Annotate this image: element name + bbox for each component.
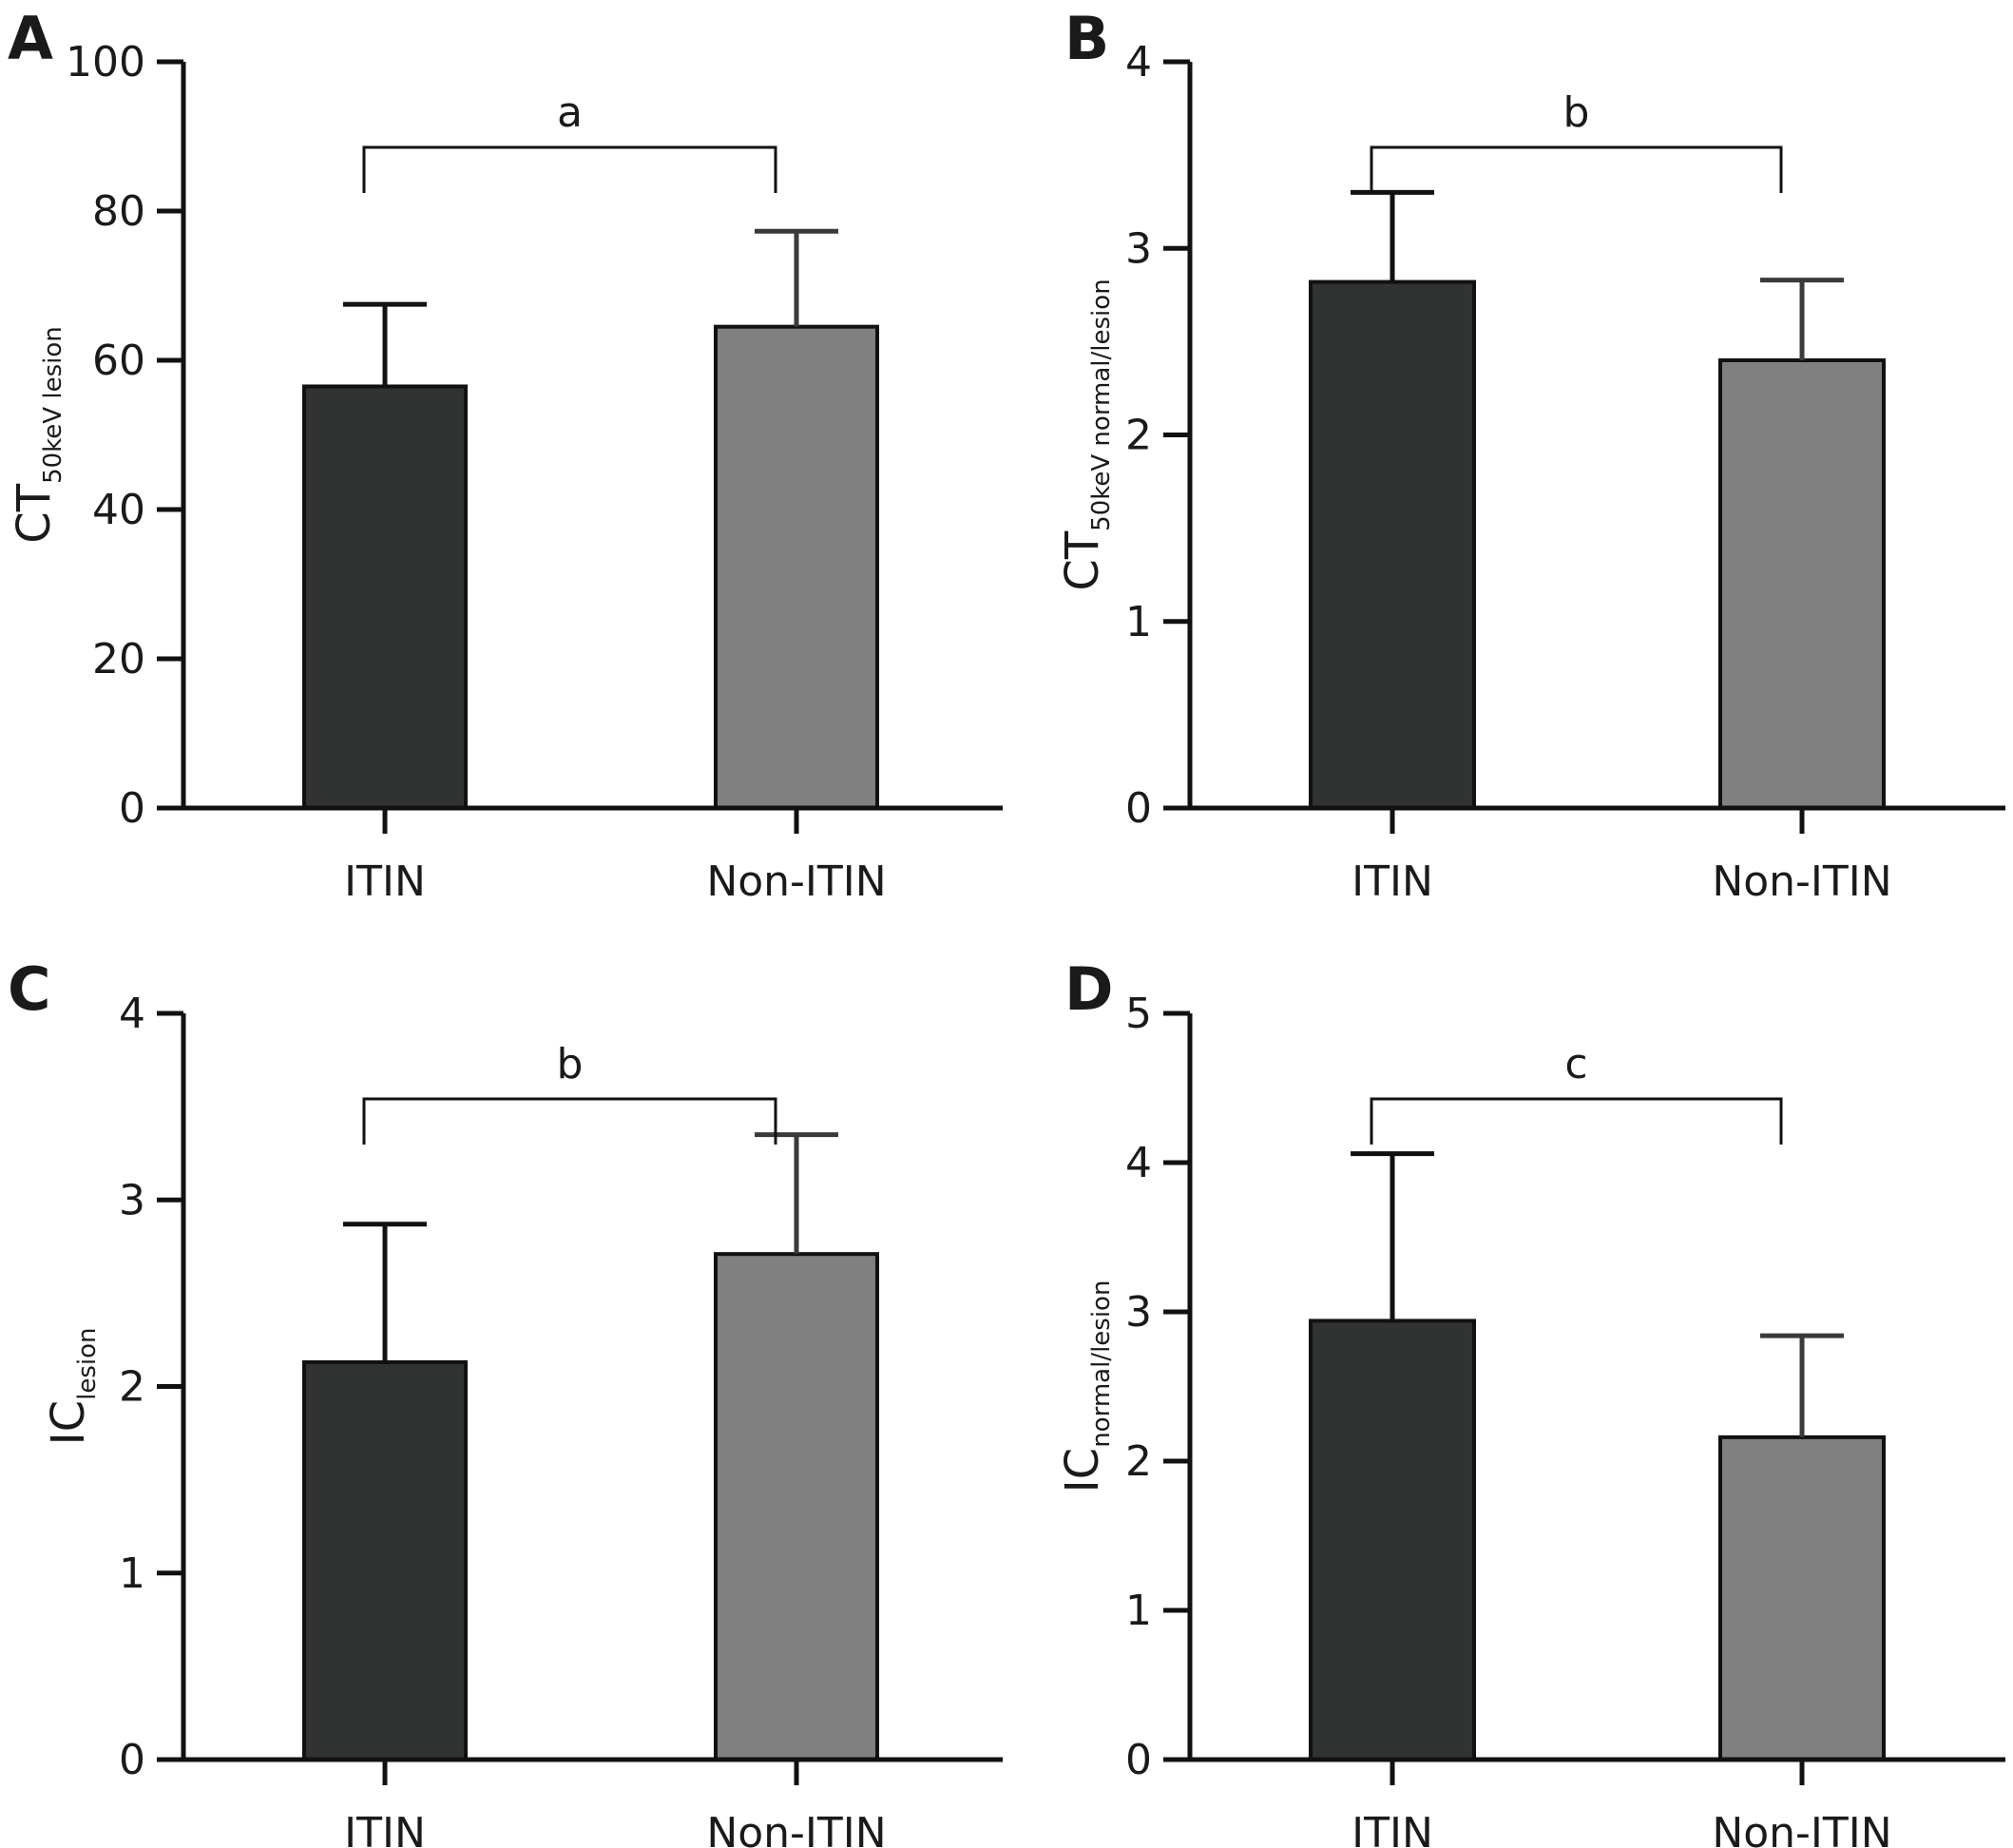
y-axis-label-subscript: normal/lesion xyxy=(1087,1280,1116,1448)
panel-d: D 0 1 2 3 4 5 ITIN Non-ITIN c ICnormal/lesion xyxy=(1056,954,2005,1848)
x-tick-label: Non-ITIN xyxy=(706,1809,886,1848)
y-tick-label: 4 xyxy=(1125,38,1152,87)
y-tick-label: 3 xyxy=(1125,224,1152,273)
y-tick-label: 1 xyxy=(1125,1587,1152,1635)
panel-c: C 0 1 2 3 4 ITIN Non-ITIN b IClesion xyxy=(8,954,1003,1848)
y-tick-label: 3 xyxy=(1125,1288,1152,1337)
y-axis-label-subscript: 50keV normal/lesion xyxy=(1087,279,1116,531)
significance-label: c xyxy=(1564,1040,1587,1088)
panel-letter: B xyxy=(1064,4,1109,73)
panel-letter: C xyxy=(8,954,51,1024)
y-axis-label-main: CT xyxy=(1056,530,1109,591)
panel-letter: A xyxy=(8,4,53,73)
panel-letter: D xyxy=(1064,954,1113,1024)
y-axis-label: CT50keV lesion xyxy=(8,326,67,543)
y-tick-label: 1 xyxy=(1125,598,1152,646)
significance-bracket xyxy=(1370,1097,1783,1145)
y-axis-label-main: IC xyxy=(42,1400,95,1446)
y-tick-label: 60 xyxy=(92,337,145,385)
y-axis-label: IClesion xyxy=(42,1327,102,1445)
y-tick-label: 20 xyxy=(92,635,145,683)
bar-non-itin xyxy=(714,324,879,810)
x-tick-label: ITIN xyxy=(1352,857,1433,906)
y-axis-label: ICnormal/lesion xyxy=(1056,1280,1116,1493)
bar-itin xyxy=(1309,1319,1476,1762)
y-tick-label: 2 xyxy=(1125,1437,1152,1486)
y-tick-label: 0 xyxy=(119,784,145,833)
x-tick-label: ITIN xyxy=(344,857,426,906)
significance-bracket xyxy=(1370,145,1783,193)
significance-label: b xyxy=(557,1040,584,1088)
y-axis-label-subscript: lesion xyxy=(73,1327,102,1399)
x-tick-label: ITIN xyxy=(1352,1809,1433,1848)
y-tick-label: 2 xyxy=(1125,412,1152,460)
bar-itin xyxy=(302,384,468,810)
y-axis-label-main: CT xyxy=(8,483,61,544)
y-axis-label-main: IC xyxy=(1056,1448,1109,1493)
x-tick-label: Non-ITIN xyxy=(1712,857,1891,906)
panel-b: B 0 1 2 3 4 ITIN Non-ITIN b CT50keV normal/lesion xyxy=(1056,4,2005,906)
significance-label: b xyxy=(1563,88,1590,137)
y-tick-label: 1 xyxy=(119,1550,145,1598)
bar-non-itin xyxy=(714,1252,879,1761)
y-tick-label: 4 xyxy=(1125,1139,1152,1187)
y-tick-label: 0 xyxy=(1125,784,1152,833)
bar-non-itin xyxy=(1718,1434,1886,1761)
x-tick-label: Non-ITIN xyxy=(706,857,886,906)
significance-bracket xyxy=(362,145,777,193)
bar-itin xyxy=(1309,279,1476,810)
bar-non-itin xyxy=(1718,358,1886,810)
bar-itin xyxy=(302,1359,468,1762)
y-tick-label: 0 xyxy=(1125,1736,1152,1784)
y-tick-label: 80 xyxy=(92,187,145,236)
y-axis-label-subscript: 50keV lesion xyxy=(39,326,67,484)
y-tick-label: 2 xyxy=(119,1363,145,1412)
y-tick-label: 40 xyxy=(92,486,145,534)
y-tick-label: 3 xyxy=(119,1176,145,1224)
significance-label: a xyxy=(557,88,583,137)
y-tick-label: 4 xyxy=(119,990,145,1038)
y-tick-label: 100 xyxy=(66,38,145,87)
y-tick-label: 5 xyxy=(1125,990,1152,1038)
y-tick-label: 0 xyxy=(119,1736,145,1784)
x-tick-label: ITIN xyxy=(344,1809,426,1848)
y-axis-label: CT50keV normal/lesion xyxy=(1056,279,1116,590)
x-tick-label: Non-ITIN xyxy=(1712,1809,1891,1848)
significance-bracket xyxy=(362,1097,777,1145)
panel-a: A 0 20 40 60 80 100 ITIN Non-ITIN a CT50keV lesion xyxy=(8,4,1003,906)
